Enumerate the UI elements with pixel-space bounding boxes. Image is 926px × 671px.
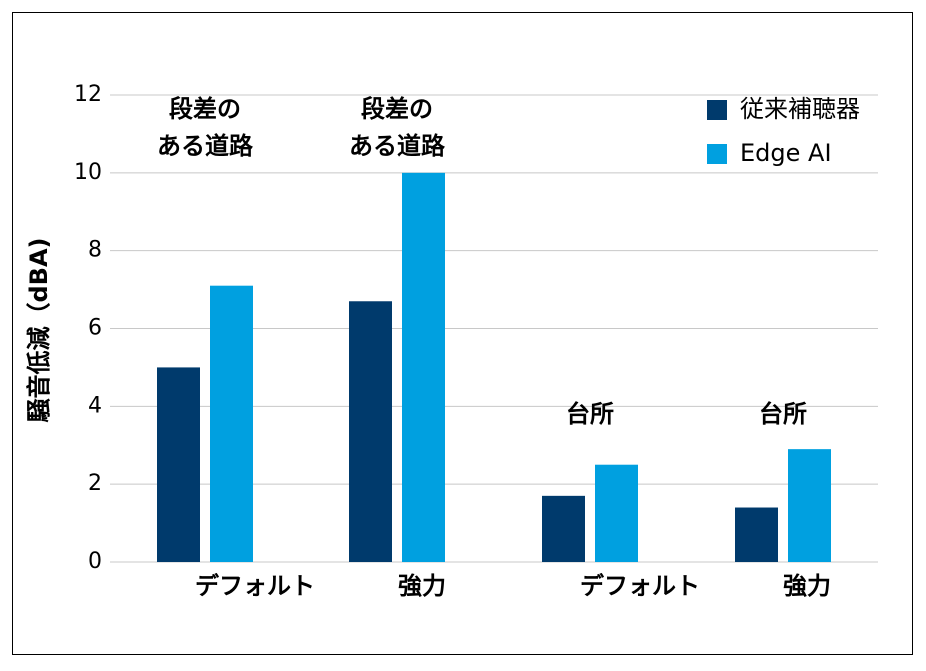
bar [349, 301, 392, 562]
x-tick-label: デフォルト [195, 572, 315, 600]
legend-label: Edge AI [740, 139, 832, 167]
bar [788, 449, 831, 562]
y-tick-label: 0 [88, 549, 102, 574]
y-tick-label: 6 [88, 316, 102, 341]
bar [735, 507, 778, 562]
x-tick-label: 強力 [783, 572, 831, 600]
x-tick-label: デフォルト [580, 572, 700, 600]
x-tick-label: 強力 [398, 572, 446, 600]
y-axis-label: 騒音低減（dBA) [25, 237, 53, 422]
y-tick-label: 10 [74, 160, 102, 185]
annotation: 段差の [361, 95, 433, 123]
legend-swatch [707, 100, 727, 120]
bar [542, 495, 585, 562]
annotation: 段差の [169, 95, 241, 123]
legend-label: 従来補聴器 [740, 95, 860, 123]
y-tick-label: 8 [88, 238, 102, 263]
bar [157, 367, 200, 562]
annotation: 台所 [566, 400, 614, 428]
bar [402, 172, 445, 563]
bar [595, 464, 638, 562]
bar [210, 285, 253, 562]
annotation: ある道路 [349, 132, 446, 160]
y-tick-label: 12 [74, 82, 102, 107]
annotation: 台所 [759, 400, 807, 428]
legend-swatch [707, 144, 727, 164]
y-tick-label: 4 [88, 393, 102, 418]
y-tick-label: 2 [88, 471, 102, 496]
annotation: ある道路 [157, 132, 254, 160]
